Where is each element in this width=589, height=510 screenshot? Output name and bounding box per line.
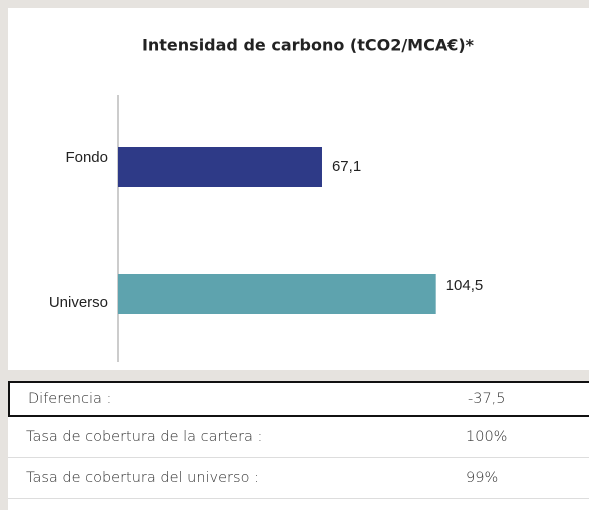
bar <box>118 147 322 187</box>
cell-value: -37,5 <box>468 391 506 407</box>
category-label: Fondo <box>65 149 108 166</box>
bar <box>118 274 436 314</box>
cell-label: Diferencia : <box>28 391 112 407</box>
cell-value: 99% <box>466 470 499 486</box>
table-row: Tasa de cobertura de la cartera : 100% <box>8 417 589 458</box>
table-row: Diferencia : -37,5 <box>8 381 589 417</box>
cell-label: Tasa de cobertura de la cartera : <box>26 429 263 445</box>
value-label: 67,1 <box>332 158 361 175</box>
table: Diferencia : -37,5 Tasa de cobertura de la… <box>8 381 589 510</box>
table-row: Tasa de cobertura del universo : 99% <box>8 458 589 499</box>
chart: Intensidad de carbono (tCO2/MCA€)* Fondo… <box>8 8 589 370</box>
cell-label: Tasa de cobertura del universo : <box>26 470 259 486</box>
chart-title: Intensidad de carbono (tCO2/MCA€)* <box>142 36 475 55</box>
category-label: Universo <box>49 294 108 311</box>
cell-value: 100% <box>466 429 508 445</box>
value-label: 104,5 <box>446 277 484 294</box>
